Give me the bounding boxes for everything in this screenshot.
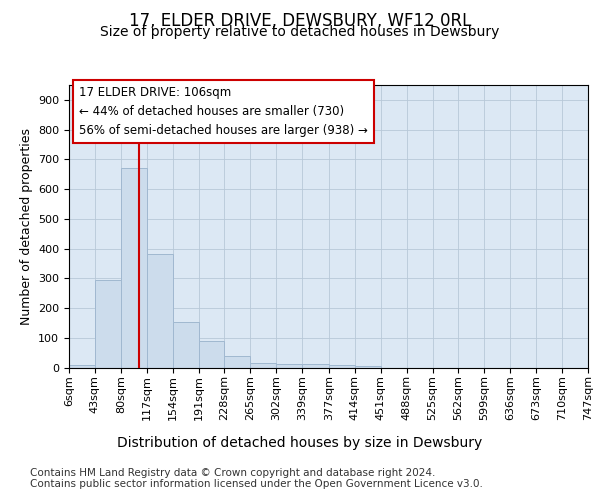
Bar bbox=[147, 254, 173, 368]
Bar bbox=[355, 366, 380, 368]
Text: 17 ELDER DRIVE: 106sqm
← 44% of detached houses are smaller (730)
56% of semi-de: 17 ELDER DRIVE: 106sqm ← 44% of detached… bbox=[79, 86, 368, 138]
Text: Distribution of detached houses by size in Dewsbury: Distribution of detached houses by size … bbox=[118, 436, 482, 450]
Bar bbox=[302, 364, 329, 368]
Bar bbox=[69, 365, 95, 368]
Text: Contains HM Land Registry data © Crown copyright and database right 2024.: Contains HM Land Registry data © Crown c… bbox=[30, 468, 436, 477]
Text: Size of property relative to detached houses in Dewsbury: Size of property relative to detached ho… bbox=[100, 25, 500, 39]
Y-axis label: Number of detached properties: Number of detached properties bbox=[20, 128, 32, 325]
Text: Contains public sector information licensed under the Open Government Licence v3: Contains public sector information licen… bbox=[30, 479, 483, 489]
Bar bbox=[173, 322, 199, 368]
Bar bbox=[277, 364, 302, 368]
Bar bbox=[250, 364, 277, 368]
Bar bbox=[199, 340, 224, 367]
Bar bbox=[224, 356, 250, 368]
Bar bbox=[95, 280, 121, 368]
Bar bbox=[121, 168, 147, 368]
Text: 17, ELDER DRIVE, DEWSBURY, WF12 0RL: 17, ELDER DRIVE, DEWSBURY, WF12 0RL bbox=[129, 12, 471, 30]
Bar bbox=[329, 364, 355, 368]
